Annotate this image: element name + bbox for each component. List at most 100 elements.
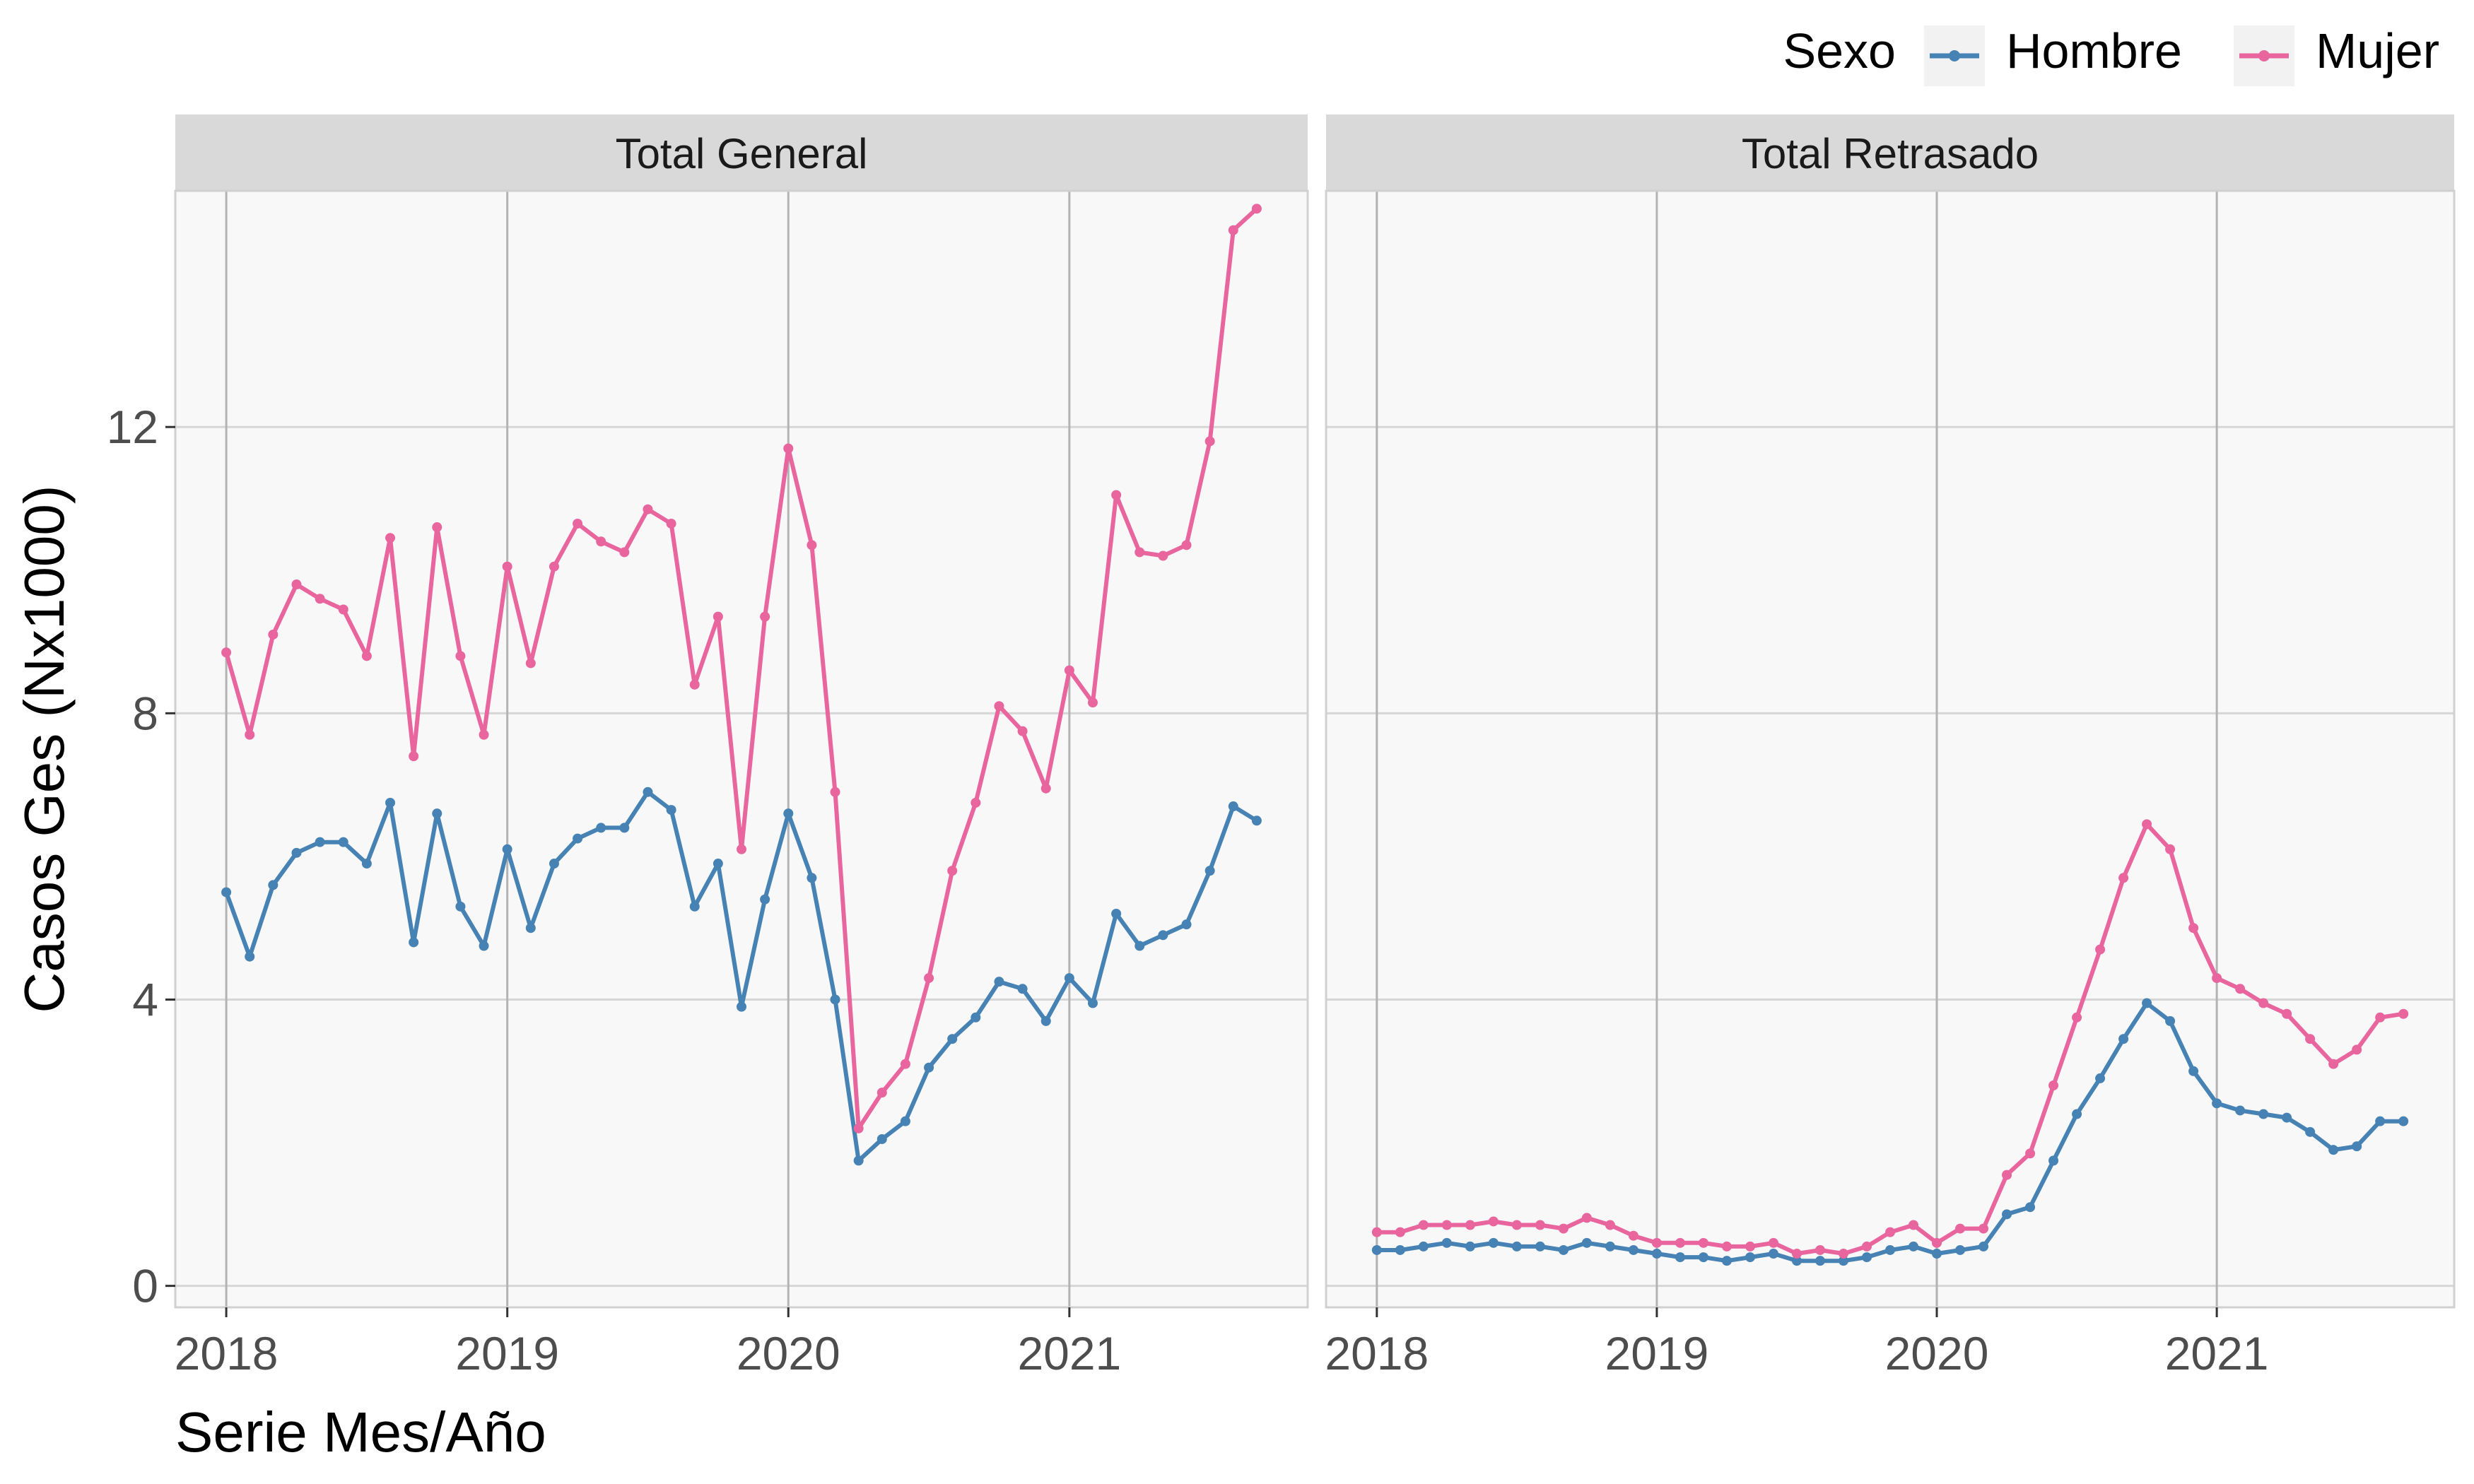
data-point-hombre	[1040, 1015, 1051, 1026]
data-point-hombre	[432, 808, 442, 819]
y-tick-label: 12	[107, 401, 158, 453]
data-point-mujer	[409, 751, 419, 762]
data-point-hombre	[1628, 1244, 1638, 1255]
data-point-hombre	[2328, 1145, 2339, 1155]
data-point-hombre	[245, 951, 255, 962]
data-point-mujer	[1488, 1216, 1499, 1227]
y-axis-title: Casos Ges (Nx1000)	[13, 485, 76, 1013]
data-point-mujer	[2352, 1044, 2362, 1055]
data-point-mujer	[315, 594, 325, 604]
data-point-hombre	[1511, 1241, 1522, 1252]
data-point-mujer	[1111, 490, 1122, 500]
data-point-mujer	[1675, 1237, 1685, 1248]
data-point-mujer	[479, 729, 489, 740]
data-point-hombre	[1605, 1241, 1615, 1252]
data-point-mujer	[245, 729, 255, 740]
data-point-hombre	[1087, 998, 1098, 1008]
data-point-hombre	[1441, 1237, 1452, 1248]
data-point-mujer	[877, 1088, 887, 1098]
data-point-hombre	[573, 833, 583, 844]
data-point-hombre	[2398, 1116, 2409, 1126]
data-point-mujer	[1768, 1237, 1778, 1248]
data-point-mujer	[619, 547, 630, 558]
legend-label-mujer: Mujer	[2316, 23, 2439, 78]
data-point-mujer	[2328, 1059, 2339, 1069]
data-point-mujer	[1861, 1241, 1872, 1252]
data-point-mujer	[2305, 1034, 2316, 1044]
data-point-hombre	[830, 994, 840, 1005]
data-point-hombre	[2048, 1155, 2059, 1166]
data-point-hombre	[385, 797, 396, 808]
data-point-hombre	[807, 873, 817, 883]
data-point-mujer	[432, 522, 442, 533]
y-tick-label: 0	[132, 1260, 158, 1312]
data-point-mujer	[1158, 550, 1168, 561]
x-tick-label: 2018	[1325, 1327, 1429, 1379]
data-point-hombre	[1675, 1252, 1685, 1263]
data-point-hombre	[502, 844, 512, 854]
data-point-mujer	[1204, 436, 1215, 447]
data-point-hombre	[1418, 1241, 1429, 1252]
data-point-hombre	[338, 837, 348, 847]
data-point-mujer	[2118, 873, 2129, 883]
data-point-hombre	[1111, 908, 1122, 919]
data-point-mujer	[1581, 1213, 1592, 1223]
data-point-mujer	[2212, 973, 2222, 984]
data-point-mujer	[1909, 1220, 1919, 1230]
data-point-mujer	[1978, 1223, 1989, 1234]
data-point-mujer	[807, 540, 817, 550]
panel-background	[1326, 191, 2454, 1307]
data-point-mujer	[1040, 783, 1051, 794]
data-point-mujer	[1535, 1220, 1545, 1230]
data-point-hombre	[2118, 1034, 2129, 1044]
data-point-mujer	[2025, 1148, 2036, 1159]
x-tick-label: 2018	[175, 1327, 279, 1379]
data-point-mujer	[2398, 1008, 2409, 1019]
data-point-hombre	[1815, 1256, 1825, 1266]
panel-total-general: Total General 2018 2019 2020 2021 0 4 8 12	[107, 114, 1309, 1379]
data-point-mujer	[1628, 1230, 1638, 1241]
data-point-hombre	[1158, 930, 1168, 941]
data-point-hombre	[2095, 1073, 2106, 1083]
data-point-hombre	[1978, 1241, 1989, 1252]
data-point-mujer	[2142, 819, 2152, 830]
data-point-mujer	[1181, 540, 1192, 550]
data-point-mujer	[900, 1059, 910, 1069]
data-point-mujer	[1511, 1220, 1522, 1230]
data-point-hombre	[2072, 1109, 2082, 1119]
legend-marker-hombre	[1949, 50, 1960, 61]
panel-border	[1325, 189, 2456, 1309]
legend: Sexo Hombre Mujer	[1783, 23, 2439, 86]
x-tick-label: 2019	[455, 1327, 559, 1379]
data-point-hombre	[2375, 1116, 2386, 1126]
data-point-hombre	[1885, 1244, 1895, 1255]
x-tick-label: 2020	[1885, 1327, 1989, 1379]
data-point-mujer	[1651, 1237, 1662, 1248]
data-point-mujer	[525, 658, 536, 669]
data-point-mujer	[338, 604, 348, 615]
data-point-mujer	[291, 579, 302, 590]
data-point-mujer	[1465, 1220, 1475, 1230]
data-point-hombre	[455, 901, 466, 912]
data-point-hombre	[1535, 1241, 1545, 1252]
data-point-mujer	[1441, 1220, 1452, 1230]
panel-strip	[1326, 114, 2454, 191]
data-point-hombre	[1768, 1249, 1778, 1259]
data-point-mujer	[1017, 726, 1028, 736]
data-point-mujer	[994, 701, 1004, 712]
data-point-hombre	[689, 901, 700, 912]
data-point-mujer	[1251, 204, 1262, 214]
data-point-mujer	[643, 504, 653, 514]
data-point-hombre	[479, 941, 489, 951]
x-tick-label: 2019	[1605, 1327, 1709, 1379]
panel-border	[174, 189, 1309, 1309]
data-point-mujer	[1815, 1244, 1825, 1255]
data-point-mujer	[2188, 923, 2199, 934]
data-point-hombre	[1228, 801, 1238, 812]
data-point-mujer	[1558, 1223, 1569, 1234]
data-point-hombre	[2142, 998, 2152, 1008]
data-point-mujer	[2375, 1012, 2386, 1023]
data-point-hombre	[549, 859, 559, 869]
data-point-hombre	[2258, 1109, 2269, 1119]
data-point-hombre	[900, 1116, 910, 1126]
